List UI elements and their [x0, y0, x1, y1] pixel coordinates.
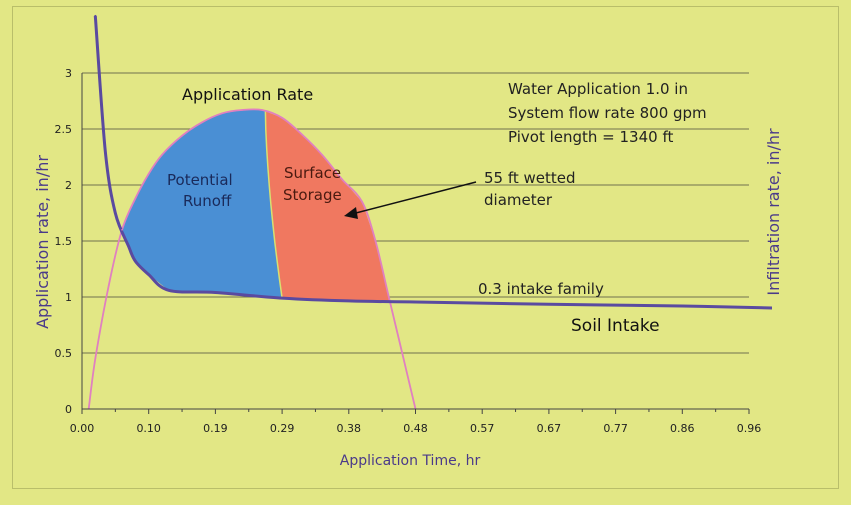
x-tick-label: 0.86 — [670, 422, 695, 435]
data-point-application-rate — [107, 285, 110, 287]
data-point-application-rate — [281, 117, 283, 119]
x-tick-label: 0.96 — [737, 422, 762, 435]
axes — [81, 73, 750, 414]
y-tick-label: 1 — [65, 291, 72, 304]
region-label-surface-storage: Surface — [284, 164, 341, 182]
data-point-soil-intake — [281, 297, 284, 300]
data-point-application-rate — [201, 121, 203, 124]
chart-border — [12, 6, 839, 489]
data-point-application-rate — [147, 173, 150, 175]
data-point-application-rate — [134, 197, 137, 200]
data-point-application-rate — [94, 357, 97, 360]
x-tick-label: 0.10 — [136, 422, 161, 435]
region-surface-storage — [265, 111, 390, 302]
y-axis-right-label: Infiltration rate, in/hr — [764, 128, 783, 296]
data-point-application-rate — [401, 352, 403, 354]
filled-regions — [122, 110, 390, 302]
data-point-soil-intake — [94, 14, 97, 17]
y-axis-label: Application rate, in/hr — [33, 155, 52, 329]
data-point-soil-intake — [167, 289, 170, 292]
data-point-soil-intake — [681, 304, 684, 307]
data-point-soil-intake — [547, 303, 550, 306]
x-tick-label: 0.77 — [603, 422, 628, 435]
x-tick-label: 0.00 — [70, 422, 95, 435]
series-lines — [87, 14, 772, 409]
data-point-application-rate — [374, 240, 377, 242]
data-point-application-rate — [261, 109, 263, 111]
data-point-soil-intake — [214, 291, 217, 294]
data-point-application-rate — [388, 296, 390, 298]
data-point-soil-intake — [347, 299, 350, 302]
data-point-application-rate — [341, 178, 343, 181]
x-tick-label: 0.48 — [403, 422, 428, 435]
annotation-arrow — [351, 181, 477, 215]
data-point-application-rate — [241, 109, 243, 111]
info-line: Water Application 1.0 in — [508, 80, 688, 98]
y-tick-label: 3 — [65, 67, 72, 80]
x-tick-label: 0.38 — [337, 422, 362, 435]
data-point-soil-intake — [104, 150, 107, 153]
y-tick-label: 0 — [65, 403, 72, 416]
info-line: Pivot length = 1340 ft — [508, 128, 673, 146]
application-rate-label: Application Rate — [182, 85, 313, 104]
data-point-application-rate — [181, 134, 183, 137]
data-point-soil-intake — [414, 301, 417, 304]
y-tick-label: 1.5 — [55, 235, 73, 248]
soil-intake-label: Soil Intake — [571, 316, 660, 336]
y-tick-label: 0.5 — [55, 347, 73, 360]
annotation-arrowhead — [344, 207, 358, 219]
y-tick-label: 2.5 — [55, 123, 73, 136]
data-point-application-rate — [121, 229, 123, 231]
data-point-soil-intake — [134, 260, 137, 263]
x-tick-label: 0.19 — [203, 422, 228, 435]
x-tick-label: 0.57 — [470, 422, 495, 435]
data-point-application-rate — [161, 153, 163, 156]
region-label-surface-storage: Storage — [283, 186, 342, 204]
x-tick-label: 0.29 — [270, 422, 295, 435]
y-tick-label: 2 — [65, 179, 72, 192]
x-tick-label: 0.67 — [537, 422, 562, 435]
data-point-soil-intake — [127, 245, 130, 248]
info-line: System flow rate 800 gpm — [508, 104, 707, 122]
data-point-application-rate — [301, 133, 303, 136]
tick-labels: 0 0.5 1 1.5 2 2.5 3 0.00 0.10 0.19 0.29 0.38 0.48 0.5… — [55, 67, 762, 435]
wetted-diameter-label: 55 ft wetted — [484, 169, 576, 187]
x-axis-label: Application Time, hr — [340, 453, 481, 469]
data-point-application-rate — [221, 112, 223, 115]
data-point-application-rate — [321, 153, 323, 156]
wetted-diameter-label: diameter — [484, 191, 553, 209]
data-point-application-rate — [361, 201, 363, 203]
data-point-soil-intake — [114, 212, 117, 214]
intake-family-label: 0.3 intake family — [478, 280, 604, 298]
data-point-soil-intake — [147, 273, 150, 276]
region-label-potential-runoff: Potential — [167, 171, 233, 189]
region-label-potential-runoff: Runoff — [183, 192, 232, 210]
region-divider — [264, 111, 283, 299]
region-potential-runoff — [122, 110, 283, 299]
